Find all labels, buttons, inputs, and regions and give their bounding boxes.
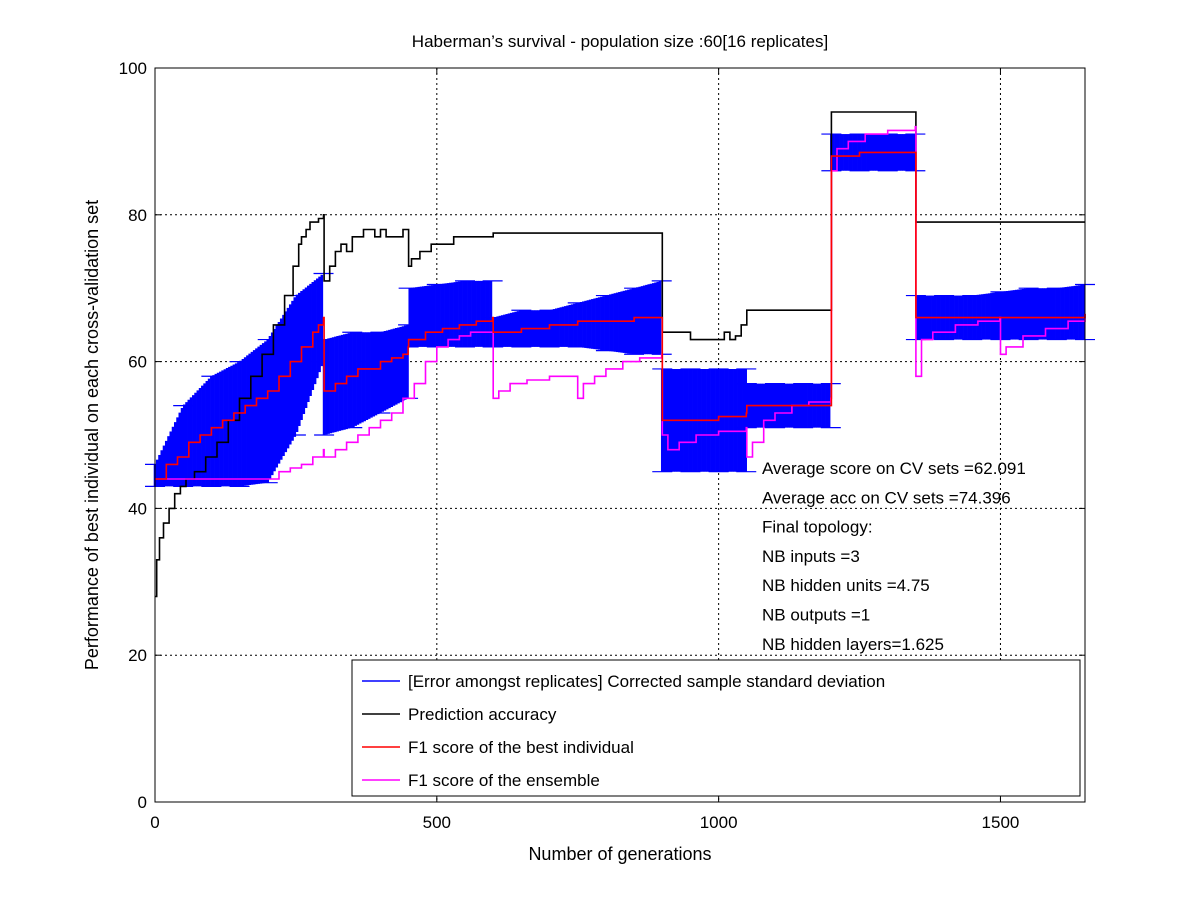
y-tick-label: 40	[128, 499, 147, 518]
y-tick-label: 20	[128, 646, 147, 665]
annotation-block: Average score on CV sets =62.091 Average …	[762, 459, 1026, 654]
axis-ticks: 0 500 1000 1500 0 20 40 60 80 100	[119, 59, 1085, 832]
annotation-line: NB hidden layers=1.625	[762, 635, 944, 654]
legend-label: [Error amongst replicates] Corrected sam…	[408, 672, 885, 691]
y-tick-label: 100	[119, 59, 147, 78]
y-tick-label: 80	[128, 206, 147, 225]
legend: [Error amongst replicates] Corrected sam…	[351, 659, 1081, 797]
legend-label: F1 score of the ensemble	[408, 771, 600, 790]
chart-title: Haberman’s survival - population size :6…	[412, 32, 828, 51]
error-band	[145, 133, 1095, 487]
y-tick-label: 0	[138, 793, 147, 812]
y-tick-label: 60	[128, 353, 147, 372]
annotation-line: Final topology:	[762, 518, 873, 537]
annotation-line: Average acc on CV sets =74.396	[762, 488, 1011, 507]
x-tick-label: 1500	[982, 813, 1020, 832]
x-tick-label: 1000	[700, 813, 738, 832]
x-tick-label: 500	[423, 813, 451, 832]
x-tick-label: 0	[150, 813, 159, 832]
y-axis-label: Performance of best individual on each c…	[82, 200, 102, 670]
plot-frame	[154, 67, 1086, 803]
legend-label: F1 score of the best individual	[408, 738, 634, 757]
series-lines	[155, 111, 1086, 598]
annotation-line: NB outputs =1	[762, 606, 870, 625]
x-axis-label: Number of generations	[528, 844, 711, 864]
legend-box	[351, 659, 1081, 797]
legend-label: Prediction accuracy	[408, 705, 557, 724]
annotation-line: Average score on CV sets =62.091	[762, 459, 1026, 478]
series-line-f1-score-of-the-best-individual	[155, 151, 1086, 480]
series-line-f1-score-of-the-ensemble	[155, 125, 1086, 480]
annotation-line: NB hidden units =4.75	[762, 576, 930, 595]
annotation-line: NB inputs =3	[762, 547, 860, 566]
